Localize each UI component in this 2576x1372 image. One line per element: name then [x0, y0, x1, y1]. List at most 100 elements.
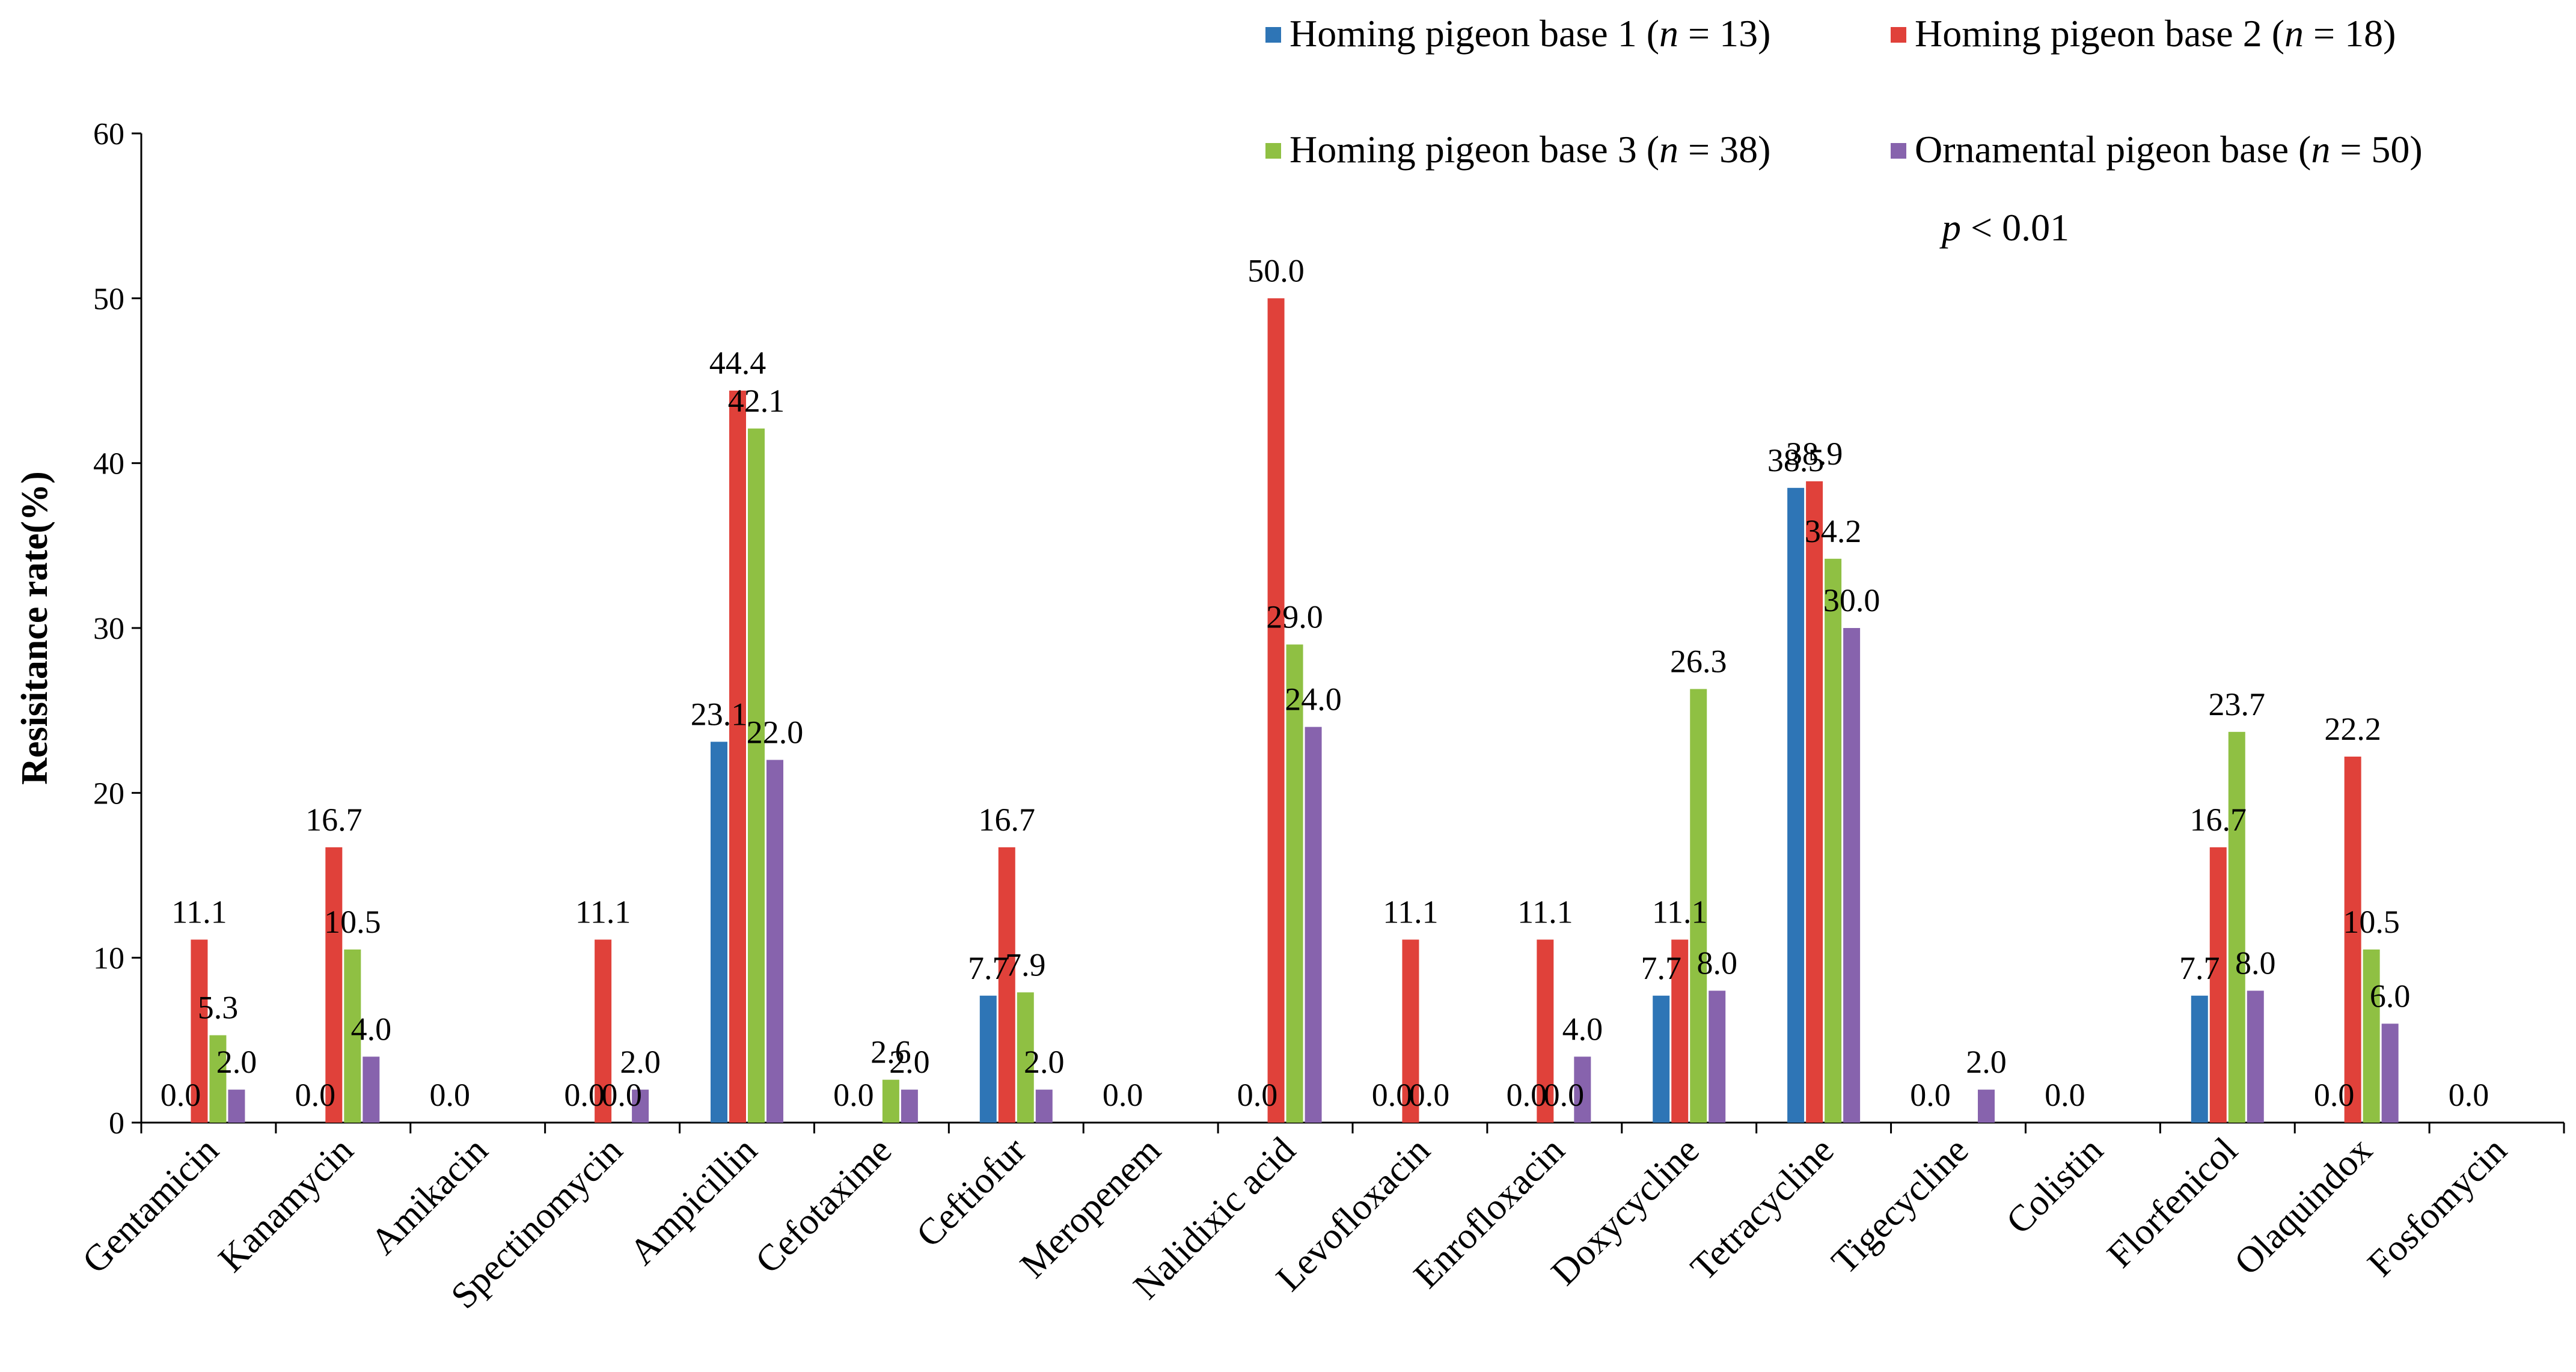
data-label: 6.0: [2370, 978, 2411, 1014]
data-label: 29.0: [1266, 599, 1323, 635]
bar: [1017, 992, 1034, 1123]
p-value-annotation: p < 0.01: [1939, 206, 2069, 249]
x-tick-label: Florfenicol: [2099, 1130, 2245, 1276]
bar: [632, 1090, 649, 1123]
x-tick-label: Fosfomycin: [2360, 1130, 2515, 1285]
data-label: 50.0: [1247, 252, 1305, 288]
bar: [979, 995, 997, 1123]
bar: [209, 1035, 227, 1123]
bar: [2191, 995, 2208, 1123]
data-label: 2.0: [1966, 1044, 2007, 1080]
bar: [595, 939, 612, 1123]
y-axis-title: Resisitance rate(%): [14, 471, 55, 785]
x-tick-label: Kanamycin: [211, 1130, 361, 1280]
x-tick-label: Tigecycline: [1824, 1130, 1976, 1282]
legend-swatch: [1891, 143, 1906, 159]
data-label: 4.0: [1562, 1011, 1603, 1047]
bar: [1690, 689, 1707, 1123]
legend-label: Homing pigeon base 3 (n = 38): [1290, 128, 1770, 171]
bar: [1402, 939, 1419, 1123]
data-label: 0.0: [2449, 1077, 2489, 1113]
x-tick-label: Gentamicin: [75, 1130, 227, 1282]
data-label: 11.1: [1383, 894, 1439, 930]
y-tick-label: 50: [93, 282, 124, 316]
data-label: 16.7: [2190, 802, 2247, 838]
bar: [2228, 731, 2245, 1123]
legend-swatch: [1265, 27, 1281, 43]
data-label: 0.0: [429, 1077, 470, 1113]
legend-n-symbol: n: [1659, 128, 1678, 171]
y-tick-label: 10: [93, 942, 124, 976]
bar: [901, 1090, 918, 1123]
bar: [711, 742, 727, 1123]
data-label: 11.1: [1517, 894, 1573, 930]
data-label: 0.0: [2314, 1077, 2355, 1113]
legend-n-value: = 18): [2304, 12, 2396, 55]
data-label: 7.9: [1005, 947, 1046, 983]
bar: [325, 847, 343, 1123]
bar: [344, 949, 361, 1123]
x-tick-label: Ampicillin: [622, 1130, 765, 1273]
bar: [1305, 727, 1322, 1123]
legend-n-symbol: n: [1659, 12, 1678, 55]
data-label: 7.7: [2179, 950, 2220, 986]
legend-series-name: Homing pigeon base 3 (: [1290, 128, 1659, 171]
data-label: 7.7: [968, 950, 1009, 986]
bar: [2344, 756, 2361, 1123]
data-label: 38.5: [1767, 442, 1825, 478]
data-label: 7.7: [1641, 950, 1681, 986]
data-label: 26.3: [1670, 644, 1727, 680]
y-tick-label: 0: [109, 1106, 124, 1141]
data-label: 8.0: [2235, 945, 2276, 981]
y-tick-label: 40: [93, 447, 124, 481]
data-label: 0.0: [564, 1077, 605, 1113]
legend-n-value: = 38): [1678, 128, 1770, 171]
legend-n-value: = 13): [1678, 12, 1770, 55]
data-label: 11.1: [575, 894, 631, 930]
data-label: 0.0: [1372, 1077, 1413, 1113]
bar: [363, 1056, 380, 1123]
bar: [1825, 558, 1842, 1123]
data-label: 0.0: [1103, 1077, 1143, 1113]
legend-label: Homing pigeon base 1 (n = 13): [1290, 12, 1770, 55]
bar: [1035, 1090, 1053, 1123]
data-label: 34.2: [1805, 513, 1862, 549]
data-label: 0.0: [1544, 1077, 1585, 1113]
x-tick-label: Amikacin: [363, 1130, 496, 1263]
bar: [882, 1079, 899, 1123]
bar: [2247, 990, 2264, 1123]
legend-label: Homing pigeon base 2 (n = 18): [1915, 12, 2396, 55]
bar: [1574, 1056, 1591, 1123]
data-label: 24.0: [1285, 681, 1342, 718]
x-tick-label: Tetracycline: [1683, 1130, 1841, 1288]
data-label: 10.5: [2343, 904, 2400, 940]
data-label: 23.7: [2209, 686, 2266, 722]
data-label: 2.6: [870, 1034, 911, 1070]
bar: [1787, 487, 1805, 1123]
data-label: 11.1: [171, 894, 227, 930]
x-tick-label: Cefotaxime: [748, 1130, 900, 1282]
data-label: 2.0: [620, 1044, 661, 1080]
data-label: 0.0: [1910, 1077, 1951, 1113]
data-label: 2.0: [889, 1044, 930, 1080]
bar: [2363, 949, 2380, 1123]
data-label: 42.1: [728, 383, 785, 419]
data-label: 2.0: [216, 1044, 257, 1080]
data-label: 10.5: [324, 904, 381, 940]
y-tick-label: 30: [93, 612, 124, 646]
bar: [748, 428, 765, 1123]
data-label: 0.0: [601, 1077, 642, 1113]
bars: [191, 298, 2399, 1123]
bar: [1286, 644, 1303, 1123]
data-label: 0.0: [2045, 1077, 2085, 1113]
legend-swatch: [1265, 143, 1281, 159]
bar: [1671, 939, 1689, 1123]
x-tick-label: Ceftiofur: [908, 1130, 1034, 1255]
bar: [766, 760, 783, 1123]
data-label: 2.0: [1024, 1044, 1065, 1080]
data-label: 11.1: [1652, 894, 1708, 930]
x-tick-label: Colistin: [1998, 1130, 2111, 1242]
data-label: 0.0: [1237, 1077, 1278, 1113]
